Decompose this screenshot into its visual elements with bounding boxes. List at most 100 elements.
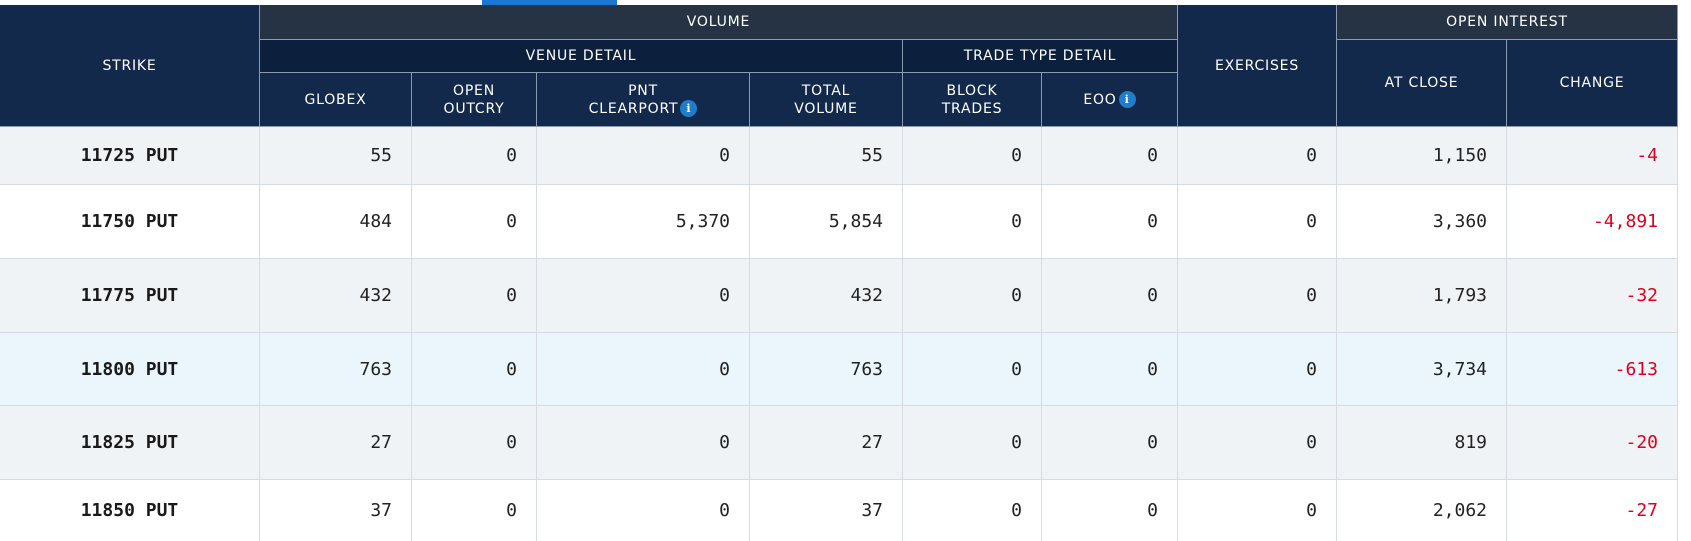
- globex-cell: 432: [260, 259, 412, 332]
- pnt-clearport-cell: 0: [537, 333, 750, 405]
- header-pnt-clearport-line2-wrap: CLEARPORT i: [589, 100, 698, 118]
- exercises-cell: 0: [1178, 185, 1337, 258]
- header-at-close[interactable]: AT CLOSE: [1337, 40, 1507, 127]
- eoo-cell: 0: [1042, 259, 1178, 332]
- pnt-clearport-cell: 5,370: [537, 185, 750, 258]
- header-change[interactable]: CHANGE: [1507, 40, 1678, 127]
- total-volume-cell: 432: [750, 259, 903, 332]
- change-cell: -613: [1507, 333, 1678, 405]
- total-volume-cell: 55: [750, 127, 903, 184]
- block-trades-cell: 0: [903, 127, 1042, 184]
- eoo-cell: 0: [1042, 333, 1178, 405]
- info-icon[interactable]: i: [1118, 91, 1136, 108]
- header-total-volume-line2: VOLUME: [794, 100, 858, 117]
- table-row: 11725 PUT 55 0 0 55 0 0 0 1,150 -4: [0, 127, 1678, 185]
- change-cell: -4: [1507, 127, 1678, 184]
- header-block-trades-line1: BLOCK: [946, 82, 998, 99]
- eoo-cell: 0: [1042, 185, 1178, 258]
- pnt-clearport-cell: 0: [537, 406, 750, 479]
- header-eoo-label: EOO: [1083, 91, 1117, 108]
- eoo-cell: 0: [1042, 127, 1178, 184]
- header-change-label: CHANGE: [1559, 75, 1625, 91]
- header-globex-label: GLOBEX: [304, 91, 367, 108]
- header-eoo[interactable]: EOO i: [1042, 73, 1178, 127]
- at-close-cell: 3,734: [1337, 333, 1507, 405]
- header-venue-detail: VENUE DETAIL: [260, 40, 903, 73]
- change-cell: -4,891: [1507, 185, 1678, 258]
- strike-cell: 11825 PUT: [0, 406, 260, 479]
- globex-cell: 55: [260, 127, 412, 184]
- header-pnt-clearport-line2: CLEARPORT: [588, 100, 679, 117]
- header-volume-group: VOLUME: [260, 5, 1178, 40]
- globex-cell: 27: [260, 406, 412, 479]
- total-volume-cell: 5,854: [750, 185, 903, 258]
- block-trades-cell: 0: [903, 480, 1042, 541]
- header-trade-type-detail-label: TRADE TYPE DETAIL: [963, 48, 1117, 64]
- change-cell: -20: [1507, 406, 1678, 479]
- at-close-cell: 2,062: [1337, 480, 1507, 541]
- header-strike-label: STRIKE: [102, 57, 157, 74]
- header-total-volume-line1: TOTAL: [801, 82, 851, 99]
- table-row: 11800 PUT 763 0 0 763 0 0 0 3,734 -613: [0, 333, 1678, 406]
- block-trades-cell: 0: [903, 333, 1042, 405]
- change-cell: -27: [1507, 480, 1678, 541]
- header-pnt-clearport[interactable]: PNT CLEARPORT i: [537, 73, 750, 127]
- header-open-interest-label: OPEN INTEREST: [1446, 14, 1568, 30]
- header-open-interest-group: OPEN INTEREST: [1337, 5, 1678, 40]
- open-outcry-cell: 0: [412, 333, 537, 405]
- eoo-cell: 0: [1042, 406, 1178, 479]
- header-globex[interactable]: GLOBEX: [260, 73, 412, 127]
- header-exercises-label: EXERCISES: [1214, 57, 1300, 74]
- block-trades-cell: 0: [903, 406, 1042, 479]
- pnt-clearport-cell: 0: [537, 127, 750, 184]
- exercises-cell: 0: [1178, 333, 1337, 405]
- header-at-close-label: AT CLOSE: [1384, 75, 1459, 91]
- strike-cell: 11775 PUT: [0, 259, 260, 332]
- active-tab-indicator[interactable]: [482, 0, 617, 5]
- at-close-cell: 1,150: [1337, 127, 1507, 184]
- info-icon[interactable]: i: [680, 100, 698, 117]
- total-volume-cell: 763: [750, 333, 903, 405]
- exercises-cell: 0: [1178, 480, 1337, 541]
- at-close-cell: 819: [1337, 406, 1507, 479]
- header-total-volume[interactable]: TOTAL VOLUME: [750, 73, 903, 127]
- table-row: 11825 PUT 27 0 0 27 0 0 0 819 -20: [0, 406, 1678, 480]
- total-volume-cell: 37: [750, 480, 903, 541]
- header-open-outcry-line1: OPEN: [453, 82, 495, 99]
- change-cell: -32: [1507, 259, 1678, 332]
- header-block-trades-line2: TRADES: [941, 100, 1003, 117]
- strike-cell: 11725 PUT: [0, 127, 260, 184]
- exercises-cell: 0: [1178, 259, 1337, 332]
- exercises-cell: 0: [1178, 127, 1337, 184]
- pnt-clearport-cell: 0: [537, 259, 750, 332]
- header-venue-detail-label: VENUE DETAIL: [525, 48, 637, 64]
- table-row: 11775 PUT 432 0 0 432 0 0 0 1,793 -32: [0, 259, 1678, 333]
- header-pnt-clearport-line1: PNT: [628, 82, 658, 99]
- header-strike[interactable]: STRIKE: [0, 5, 260, 127]
- at-close-cell: 1,793: [1337, 259, 1507, 332]
- globex-cell: 484: [260, 185, 412, 258]
- block-trades-cell: 0: [903, 259, 1042, 332]
- pnt-clearport-cell: 0: [537, 480, 750, 541]
- block-trades-cell: 0: [903, 185, 1042, 258]
- total-volume-cell: 27: [750, 406, 903, 479]
- at-close-cell: 3,360: [1337, 185, 1507, 258]
- globex-cell: 37: [260, 480, 412, 541]
- strike-cell: 11800 PUT: [0, 333, 260, 405]
- header-open-outcry-line2: OUTCRY: [443, 100, 505, 117]
- eoo-cell: 0: [1042, 480, 1178, 541]
- header-open-outcry[interactable]: OPEN OUTCRY: [412, 73, 537, 127]
- open-outcry-cell: 0: [412, 406, 537, 479]
- open-outcry-cell: 0: [412, 480, 537, 541]
- header-volume-label: VOLUME: [686, 14, 751, 30]
- header-exercises[interactable]: EXERCISES: [1178, 5, 1337, 127]
- exercises-cell: 0: [1178, 406, 1337, 479]
- table-row: 11850 PUT 37 0 0 37 0 0 0 2,062 -27: [0, 480, 1678, 541]
- strike-cell: 11850 PUT: [0, 480, 260, 541]
- header-trade-type-detail: TRADE TYPE DETAIL: [903, 40, 1178, 73]
- strike-cell: 11750 PUT: [0, 185, 260, 258]
- open-outcry-cell: 0: [412, 185, 537, 258]
- header-block-trades[interactable]: BLOCK TRADES: [903, 73, 1042, 127]
- open-outcry-cell: 0: [412, 259, 537, 332]
- table-row: 11750 PUT 484 0 5,370 5,854 0 0 0 3,360 …: [0, 185, 1678, 259]
